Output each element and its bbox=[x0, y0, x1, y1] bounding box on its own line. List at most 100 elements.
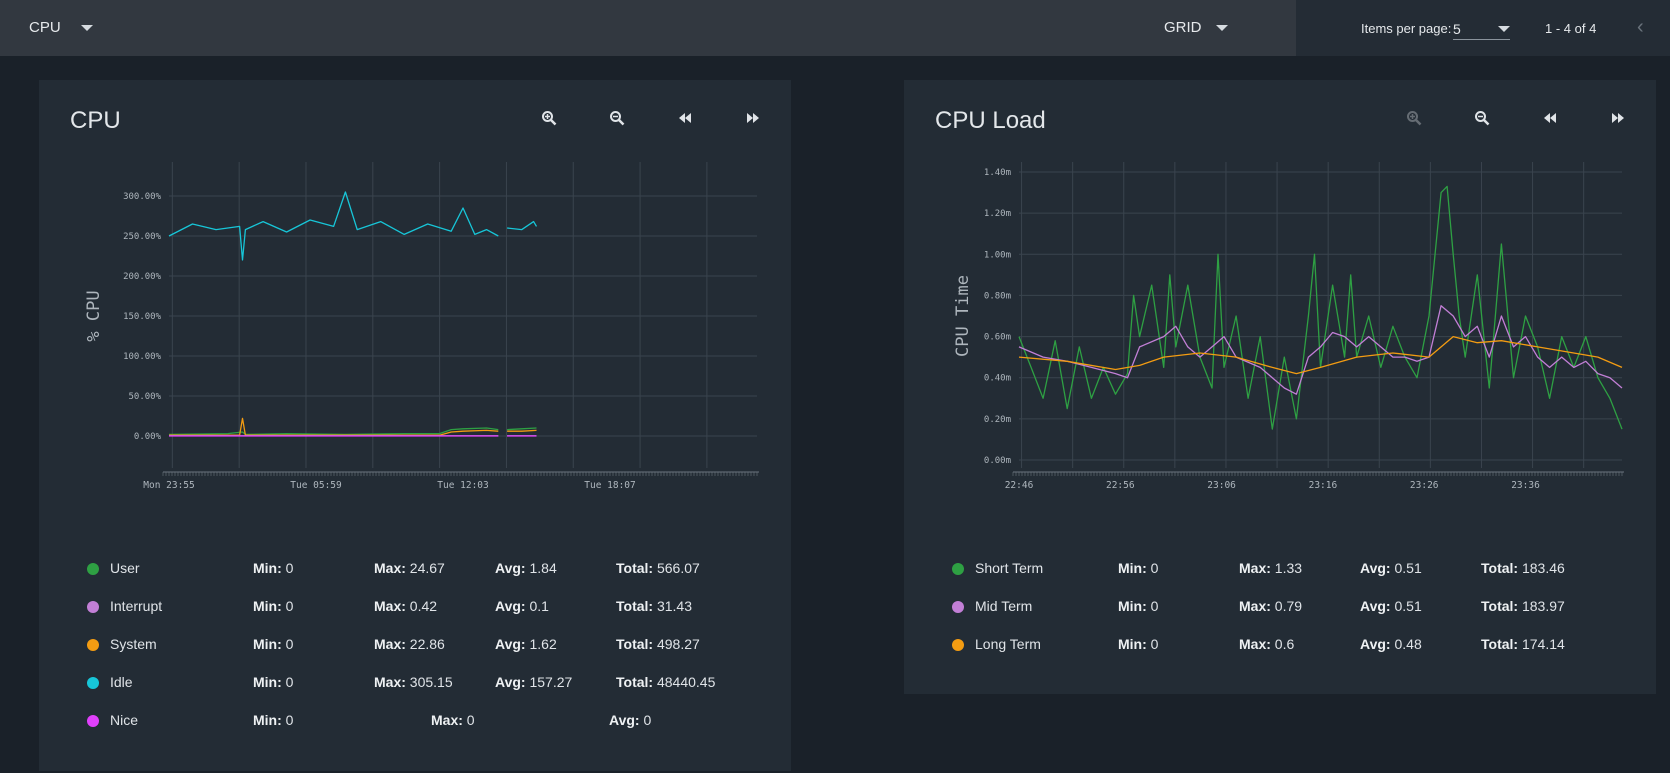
legend-avg-label: Avg: bbox=[1360, 636, 1391, 652]
legend-series-name: Short Term bbox=[975, 560, 1044, 576]
legend-total-label: Total: bbox=[1481, 560, 1519, 576]
legend-max-label: Max: bbox=[1239, 636, 1271, 652]
legend-avg-label: Avg: bbox=[1360, 598, 1391, 614]
legend-min: Min: 0 bbox=[1118, 636, 1158, 652]
legend-max-value: 0 bbox=[466, 712, 475, 728]
zoom-in-icon[interactable] bbox=[1403, 107, 1425, 129]
legend-color-dot bbox=[952, 601, 964, 613]
legend-total-label: Total: bbox=[616, 598, 654, 614]
legend-max-value: 24.67 bbox=[409, 560, 445, 576]
legend-total-label: Total: bbox=[616, 560, 654, 576]
legend-avg: Avg: 0.48 bbox=[1360, 636, 1422, 652]
y-tick-label: 0.80m bbox=[984, 291, 1011, 301]
legend-max-value: 0.6 bbox=[1274, 636, 1295, 652]
legend-row: Idle Min: 0 Max: 305.15 Avg: 157.27 Total: 4… bbox=[87, 674, 767, 694]
layout-select[interactable]: GRID bbox=[1164, 19, 1228, 36]
rewind-icon[interactable] bbox=[674, 107, 696, 129]
legend-total-label: Total: bbox=[616, 636, 654, 652]
chevron-down-icon bbox=[1498, 25, 1510, 32]
legend-max-label: Max: bbox=[374, 636, 406, 652]
legend-max-value: 0.42 bbox=[409, 598, 438, 614]
items-per-page-value: 5 bbox=[1453, 20, 1461, 37]
legend-max-label: Max: bbox=[431, 712, 463, 728]
x-tick-label: Tue 12:03 bbox=[437, 480, 488, 491]
legend-total-label: Total: bbox=[1481, 636, 1519, 652]
legend-avg-value: 0.51 bbox=[1394, 560, 1422, 576]
card-title: CPU bbox=[70, 107, 121, 134]
legend-total-value: 566.07 bbox=[656, 560, 700, 576]
legend-total-value: 48440.45 bbox=[656, 674, 716, 690]
zoom-in-icon[interactable] bbox=[538, 107, 560, 129]
legend-series-name: Interrupt bbox=[110, 598, 163, 614]
legend-avg-value: 0.51 bbox=[1394, 598, 1422, 614]
legend-color-dot bbox=[87, 601, 99, 613]
legend-row: Nice Min: 0 Max: 0 Avg: 0 bbox=[87, 712, 767, 732]
y-tick-label: 0.20m bbox=[984, 415, 1011, 425]
x-tick-label: Mon 23:55 bbox=[143, 480, 194, 491]
legend-avg: Avg: 0.1 bbox=[495, 598, 549, 614]
y-axis-label: CPU Time bbox=[953, 275, 973, 357]
legend-max: Max: 24.67 bbox=[374, 560, 445, 576]
series-line-short-term bbox=[1018, 185, 1623, 430]
legend-max-label: Max: bbox=[374, 674, 406, 690]
pagination-range: 1 - 4 of 4 bbox=[1545, 21, 1597, 36]
legend-max: Max: 1.33 bbox=[1239, 560, 1302, 576]
series-line-system bbox=[169, 417, 537, 436]
series-line-long-term bbox=[1018, 335, 1623, 375]
legend-total-label: Total: bbox=[1481, 598, 1519, 614]
items-per-page-select[interactable]: 5 bbox=[1453, 18, 1510, 40]
legend-total-value: 174.14 bbox=[1521, 636, 1565, 652]
cpu-load-card: CPU Load 0.00m 0.20m 0.40m 0.60m 0.80m 1.00m 1… bbox=[904, 80, 1656, 694]
cpu-card: CPU 0.00% 50.00% 100.00% 150.00% 200.00% 250.… bbox=[39, 80, 791, 771]
zoom-out-icon[interactable] bbox=[1471, 107, 1493, 129]
legend-min-label: Min: bbox=[1118, 560, 1147, 576]
legend-avg-value: 0.48 bbox=[1394, 636, 1422, 652]
legend-avg-label: Avg: bbox=[495, 560, 526, 576]
chevron-down-icon bbox=[80, 24, 93, 31]
metric-select-value: CPU bbox=[29, 19, 61, 36]
legend-max: Max: 0.6 bbox=[1239, 636, 1294, 652]
legend-total-value: 183.97 bbox=[1521, 598, 1565, 614]
legend-avg-label: Avg: bbox=[609, 712, 640, 728]
legend-avg: Avg: 157.27 bbox=[495, 674, 572, 690]
y-tick-label: 200.00% bbox=[123, 272, 162, 282]
legend-avg-label: Avg: bbox=[495, 636, 526, 652]
legend-min-value: 0 bbox=[285, 636, 294, 652]
legend-max-label: Max: bbox=[374, 598, 406, 614]
legend-total: Total: 31.43 bbox=[616, 598, 692, 614]
x-tick-label: 22:56 bbox=[1106, 480, 1135, 491]
rewind-icon[interactable] bbox=[1539, 107, 1561, 129]
legend-avg: Avg: 1.84 bbox=[495, 560, 557, 576]
layout-select-value: GRID bbox=[1164, 19, 1202, 36]
legend-total: Total: 174.14 bbox=[1481, 636, 1565, 652]
legend-min-value: 0 bbox=[285, 712, 294, 728]
legend-avg-label: Avg: bbox=[495, 598, 526, 614]
legend-min-label: Min: bbox=[253, 674, 282, 690]
fast-forward-icon[interactable] bbox=[742, 107, 764, 129]
y-tick-label: 0.40m bbox=[984, 374, 1011, 384]
y-tick-label: 0.00% bbox=[134, 432, 162, 442]
y-tick-label: 150.00% bbox=[123, 312, 162, 322]
legend-avg: Avg: 0.51 bbox=[1360, 598, 1422, 614]
legend-avg-label: Avg: bbox=[495, 674, 526, 690]
zoom-out-icon[interactable] bbox=[606, 107, 628, 129]
legend-series-name: Idle bbox=[110, 674, 133, 690]
legend-total-value: 31.43 bbox=[656, 598, 693, 614]
x-tick-label: 22:46 bbox=[1005, 480, 1034, 491]
legend-color-dot bbox=[87, 639, 99, 651]
legend-avg: Avg: 0.51 bbox=[1360, 560, 1422, 576]
legend-row: Short Term Min: 0 Max: 1.33 Avg: 0.51 Total:… bbox=[952, 560, 1632, 580]
legend-max-value: 22.86 bbox=[409, 636, 445, 652]
fast-forward-icon[interactable] bbox=[1607, 107, 1629, 129]
legend-min: Min: 0 bbox=[253, 560, 293, 576]
legend-min: Min: 0 bbox=[253, 636, 293, 652]
legend-total: Total: 183.97 bbox=[1481, 598, 1565, 614]
legend-min: Min: 0 bbox=[1118, 560, 1158, 576]
legend-row: Mid Term Min: 0 Max: 0.79 Avg: 0.51 Total: 1… bbox=[952, 598, 1632, 618]
legend-min-value: 0 bbox=[1150, 636, 1159, 652]
metric-select[interactable]: CPU bbox=[29, 19, 93, 36]
legend-avg-value: 1.62 bbox=[529, 636, 557, 652]
chevron-left-icon[interactable]: ‹ bbox=[1637, 16, 1644, 38]
legend-max-label: Max: bbox=[374, 560, 406, 576]
legend-max-value: 1.33 bbox=[1274, 560, 1303, 576]
